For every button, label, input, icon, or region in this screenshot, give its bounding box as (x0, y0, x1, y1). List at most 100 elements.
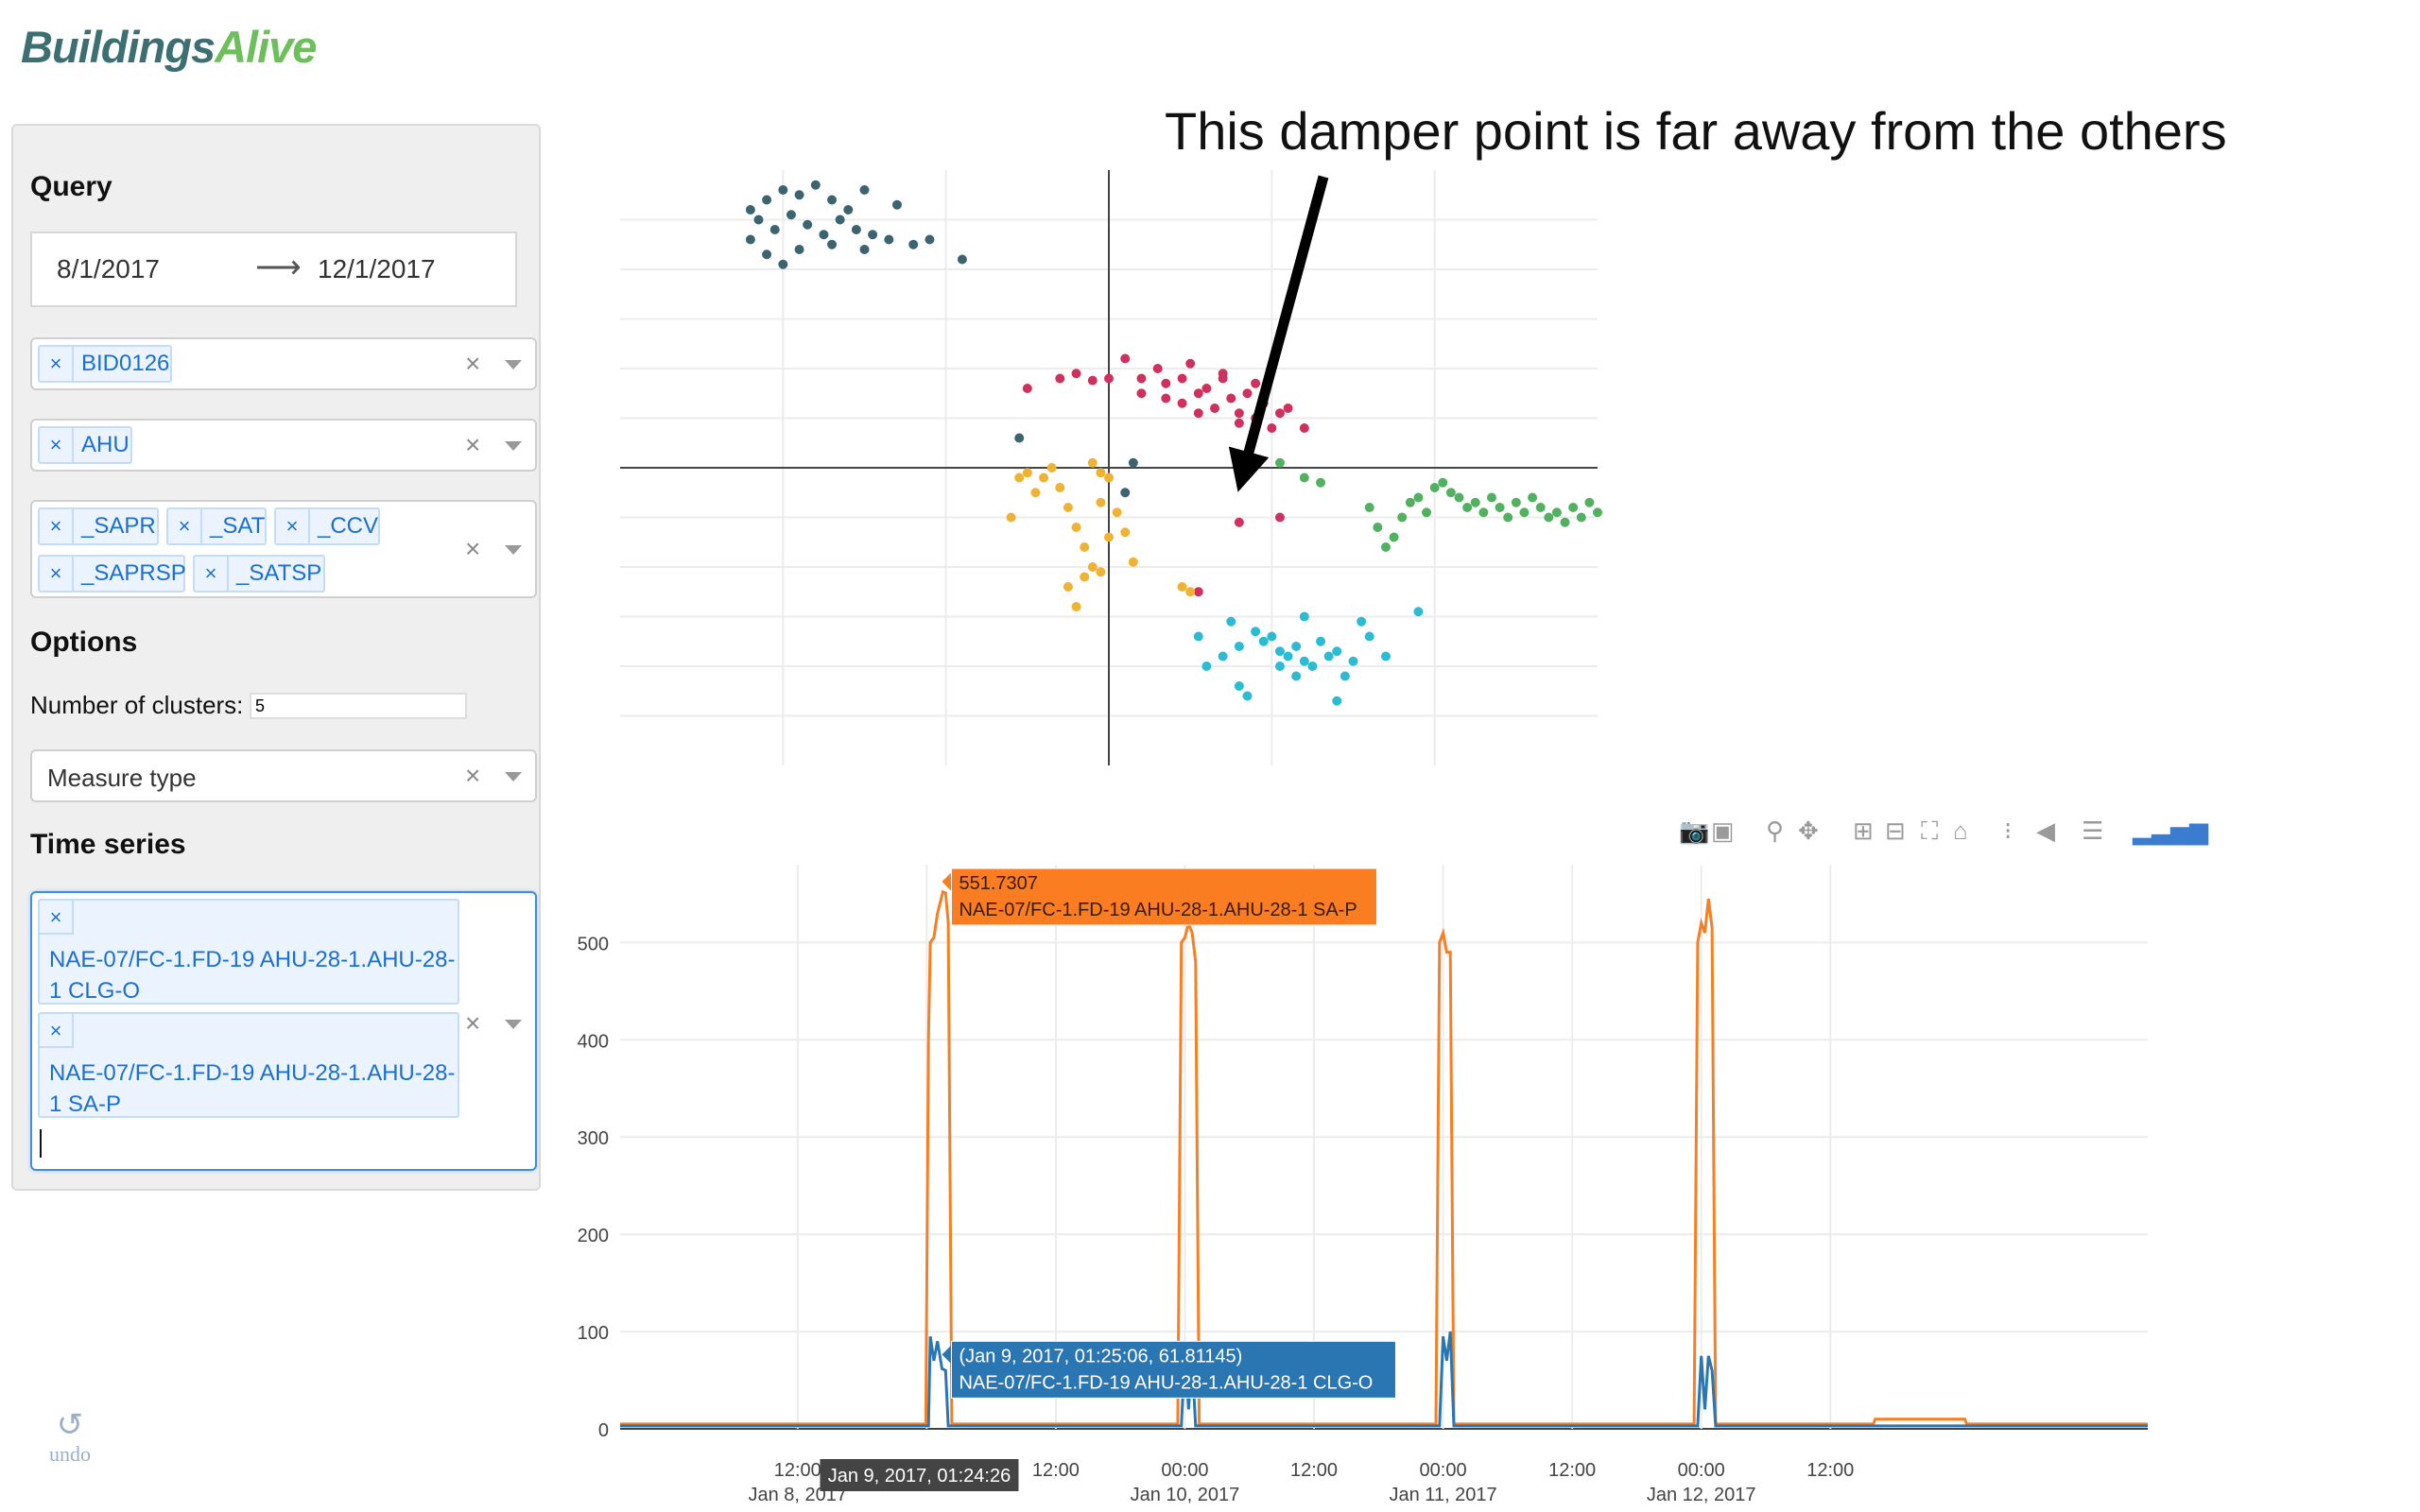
chip-remove-icon[interactable]: × (40, 901, 74, 935)
scatter-point[interactable] (1120, 488, 1131, 498)
scatter-point[interactable] (1104, 472, 1114, 483)
scatter-point[interactable] (1503, 512, 1513, 523)
scatter-point[interactable] (1055, 483, 1065, 492)
hover-compare-icon[interactable]: ☰ (2082, 816, 2104, 845)
scatter-point[interactable] (1120, 527, 1131, 538)
scatter-point[interactable] (1413, 607, 1424, 617)
points-select[interactable]: × _SAPR × _SAT × _CCV × _SAPRSP × _SATSP… (30, 500, 537, 598)
scatter-point[interactable] (1519, 507, 1530, 518)
scatter-point[interactable] (819, 230, 829, 240)
scatter-point[interactable] (1210, 404, 1220, 413)
scatter-point[interactable] (1226, 616, 1236, 627)
equipment-select[interactable]: × AHU × (30, 419, 537, 472)
scatter-point[interactable] (957, 254, 967, 265)
scatter-point[interactable] (745, 234, 755, 245)
scatter-point[interactable] (1201, 384, 1212, 393)
plotly-logo-icon[interactable]: ▂▃▅▆ (2133, 816, 2208, 845)
scatter-point[interactable] (1193, 408, 1203, 419)
scatter-point[interactable] (1234, 418, 1244, 428)
scatter-point[interactable] (1218, 369, 1228, 379)
date-range-picker[interactable]: 8/1/2017 ⟶ 12/1/2017 (30, 232, 517, 307)
building-select[interactable]: × BID0126 × (30, 337, 537, 390)
scatter-point[interactable] (803, 219, 813, 230)
scatter-point[interactable] (859, 185, 870, 195)
scatter-point[interactable] (1299, 423, 1309, 433)
scatter-point[interactable] (1584, 497, 1595, 507)
scatter-point[interactable] (1063, 582, 1073, 592)
scatter-point[interactable] (1161, 393, 1171, 404)
save-icon[interactable]: ▣ (1711, 816, 1735, 845)
scatter-point[interactable] (1071, 602, 1081, 611)
scatter-point[interactable] (1226, 393, 1236, 404)
scatter-point[interactable] (1438, 477, 1448, 488)
scatter-point[interactable] (1422, 507, 1432, 518)
scatter-point[interactable] (1323, 651, 1334, 662)
scatter-point[interactable] (859, 245, 870, 254)
scatter-point[interactable] (1380, 542, 1391, 552)
scatter-point[interactable] (1242, 388, 1253, 399)
scatter-point[interactable] (1291, 642, 1302, 651)
clear-icon[interactable]: × (465, 349, 481, 378)
date-from-input[interactable]: 8/1/2017 (57, 254, 160, 284)
scatter-point[interactable] (1274, 408, 1285, 419)
scatter-point[interactable] (1251, 627, 1261, 637)
scatter-point[interactable] (1071, 523, 1081, 532)
scatter-point[interactable] (1593, 507, 1602, 518)
scatter-point[interactable] (1185, 587, 1196, 597)
scatter-point[interactable] (1251, 378, 1261, 388)
scatter-point[interactable] (1332, 696, 1342, 706)
scatter-point[interactable] (1152, 364, 1163, 373)
chip-remove-icon[interactable]: × (40, 347, 74, 381)
scatter-point[interactable] (1087, 457, 1098, 468)
scatter-point[interactable] (1357, 616, 1367, 627)
scatter-point[interactable] (778, 185, 788, 195)
scatter-point[interactable] (908, 239, 919, 249)
scatter-point[interactable] (1568, 503, 1579, 512)
scatter-point[interactable] (762, 195, 772, 205)
zoom-icon[interactable]: ⚲ (1766, 816, 1785, 845)
scatter-point[interactable] (753, 215, 764, 225)
scatter-point[interactable] (1218, 651, 1228, 662)
scatter-point[interactable] (1340, 671, 1350, 681)
chevron-down-icon[interactable] (505, 545, 522, 555)
chip-remove-icon[interactable]: × (40, 557, 74, 591)
scatter-point[interactable] (851, 225, 861, 234)
scatter-point[interactable] (1373, 523, 1383, 532)
scatter-point[interactable] (843, 205, 854, 215)
scatter-point[interactable] (1535, 503, 1546, 512)
scatter-point[interactable] (891, 199, 902, 210)
scatter-point[interactable] (868, 230, 878, 240)
scatter-point[interactable] (1316, 636, 1326, 646)
scatter-point[interactable] (1576, 512, 1586, 523)
scatter-point[interactable] (1283, 651, 1293, 662)
scatter-point[interactable] (1039, 472, 1049, 483)
zoom-in-icon[interactable]: ⊞ (1853, 816, 1874, 845)
scatter-point[interactable] (1161, 378, 1171, 388)
measure-type-select[interactable]: Measure type × (30, 749, 537, 802)
scatter-point[interactable] (827, 195, 838, 205)
hover-closest-icon[interactable]: ◀ (2036, 816, 2055, 845)
scatter-point[interactable] (1193, 631, 1203, 642)
scatter-point[interactable] (1454, 492, 1464, 503)
scatter-point[interactable] (1022, 384, 1032, 393)
clear-icon[interactable]: × (465, 761, 481, 790)
scatter-point[interactable] (1177, 582, 1187, 592)
pan-icon[interactable]: ✥ (1798, 816, 1819, 845)
scatter-point[interactable] (1462, 503, 1473, 512)
chip-remove-icon[interactable]: × (40, 428, 74, 462)
scatter-point[interactable] (745, 205, 755, 215)
scatter-point[interactable] (1478, 507, 1489, 518)
scatter-point[interactable] (1080, 572, 1090, 582)
scatter-point[interactable] (1030, 488, 1041, 498)
scatter-point[interactable] (794, 190, 804, 200)
scatter-point[interactable] (827, 239, 838, 249)
zoom-out-icon[interactable]: ⊟ (1885, 816, 1906, 845)
scatter-point[interactable] (1087, 562, 1098, 572)
scatter-point[interactable] (1348, 656, 1358, 666)
scatter-point[interactable] (1136, 373, 1147, 384)
scatter-point[interactable] (1429, 483, 1440, 492)
scatter-point[interactable] (1299, 472, 1309, 483)
scatter-point[interactable] (1201, 662, 1212, 671)
scatter-point[interactable] (1274, 662, 1285, 671)
scatter-point[interactable] (810, 180, 821, 190)
